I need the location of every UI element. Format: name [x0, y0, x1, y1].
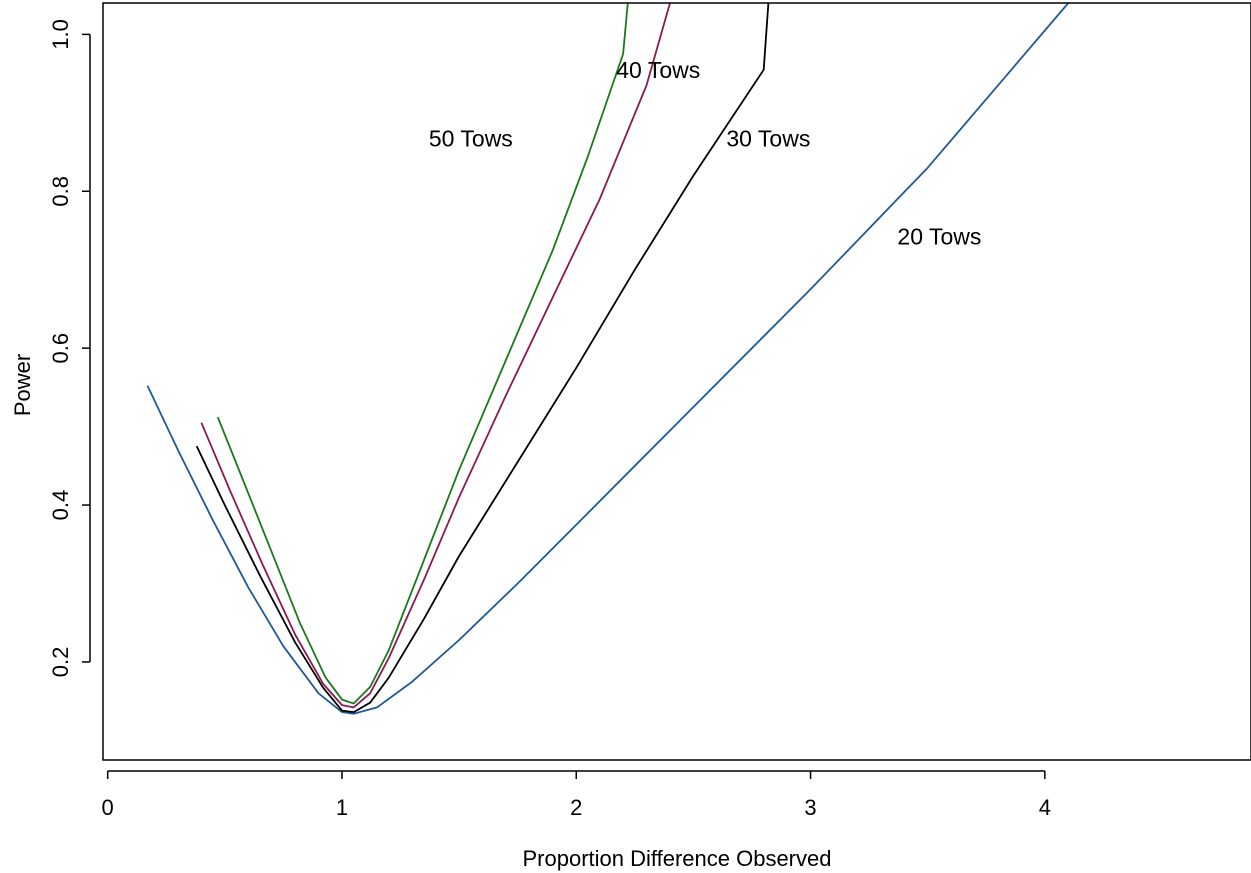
- series-label-50-tows: 50 Tows: [429, 125, 513, 151]
- y-tick-label: 0.8: [48, 176, 73, 207]
- x-axis-title: Proportion Difference Observed: [523, 846, 832, 871]
- x-tick-label: 2: [570, 795, 582, 820]
- x-tick-label: 4: [1039, 795, 1051, 820]
- x-tick-label: 0: [102, 795, 114, 820]
- series-line-20-tows: [146, 3, 1069, 715]
- y-tick-label: 0.2: [48, 647, 73, 678]
- series-label-layer: 20 Tows 30 Tows 40 Tows 50 Tows: [429, 57, 982, 249]
- y-axis: 0.2 0.4 0.6 0.8 1.0: [48, 19, 91, 678]
- x-tick-label: 3: [804, 795, 816, 820]
- x-axis: 0 1 2 3 4: [102, 770, 1051, 820]
- y-tick-label: 1.0: [48, 19, 73, 50]
- plot-frame: [102, 2, 1251, 761]
- series-line-30-tows: [195, 3, 770, 713]
- series-label-30-tows: 30 Tows: [726, 125, 810, 151]
- series-line-40-tows: [200, 3, 671, 709]
- y-tick-label: 0.4: [48, 490, 73, 521]
- x-tick-label: 1: [336, 795, 348, 820]
- series-layer: [146, 3, 1069, 715]
- y-axis-title: Power: [10, 354, 35, 416]
- series-label-20-tows: 20 Tows: [897, 223, 981, 249]
- y-tick-label: 0.6: [48, 333, 73, 364]
- series-line-50-tows: [216, 3, 629, 705]
- series-label-40-tows: 40 Tows: [616, 57, 700, 83]
